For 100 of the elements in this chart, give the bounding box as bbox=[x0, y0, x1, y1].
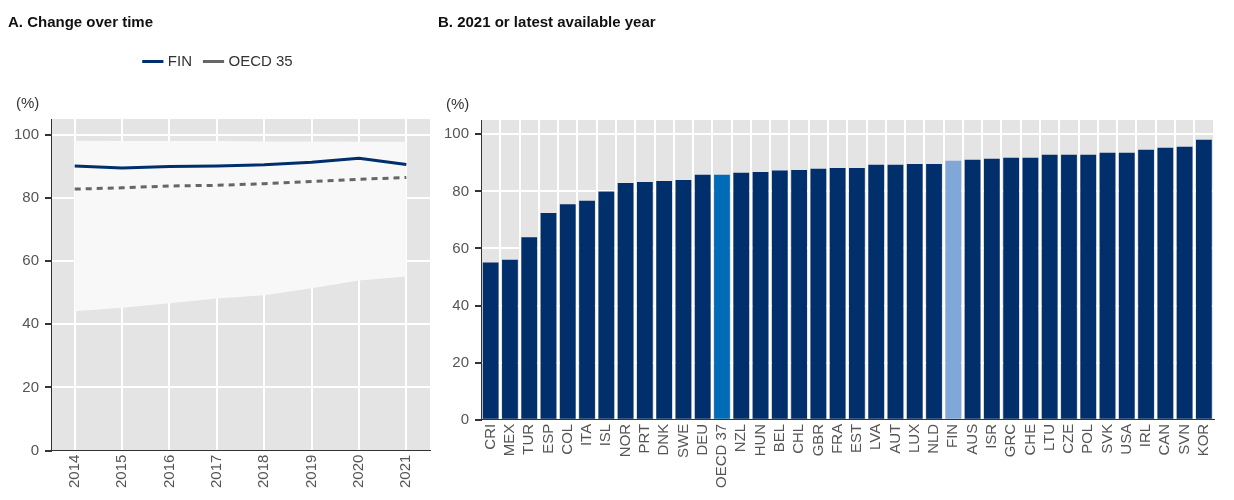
y-tick-label: 0 bbox=[30, 440, 40, 458]
x-tick-label: 2014 bbox=[64, 454, 82, 489]
x-tick-label: GBR bbox=[808, 423, 826, 457]
bar bbox=[1003, 157, 1020, 419]
bar bbox=[1118, 152, 1135, 419]
bar bbox=[1099, 152, 1116, 419]
y-tick-label: 40 bbox=[452, 295, 470, 313]
x-tick-label: USA bbox=[1116, 423, 1134, 455]
bar bbox=[617, 183, 634, 419]
bar bbox=[1022, 157, 1039, 419]
x-tick-label: FRA bbox=[827, 423, 845, 454]
bar bbox=[945, 160, 962, 419]
x-tick-label: KOR bbox=[1194, 423, 1212, 457]
chart-title: B. 2021 or latest available year bbox=[438, 13, 656, 31]
y-tick-label: 80 bbox=[452, 181, 470, 199]
x-tick-label: CRI bbox=[480, 423, 498, 450]
bar bbox=[559, 204, 576, 419]
x-tick-label: FIN bbox=[943, 423, 961, 448]
bar bbox=[694, 174, 711, 419]
chart-title: A. Change over time bbox=[8, 13, 154, 31]
x-tick-label: SVK bbox=[1097, 423, 1115, 454]
bar bbox=[983, 158, 1000, 419]
x-tick-label: CAN bbox=[1155, 423, 1173, 456]
bar bbox=[675, 179, 692, 419]
bar bbox=[733, 172, 750, 419]
x-tick-label: DNK bbox=[654, 423, 672, 456]
x-tick-label: GRC bbox=[1001, 423, 1019, 458]
bar bbox=[579, 200, 595, 419]
y-tick-label: 0 bbox=[460, 409, 470, 427]
bar bbox=[829, 167, 846, 419]
bar bbox=[964, 159, 981, 419]
y-axis-title: (%) bbox=[446, 94, 470, 112]
bar bbox=[540, 213, 557, 419]
y-tick-label: 60 bbox=[452, 238, 470, 256]
y-tick-label: 60 bbox=[22, 251, 40, 269]
bar bbox=[1195, 139, 1212, 419]
bar bbox=[502, 259, 518, 419]
x-tick-label: EST bbox=[847, 423, 865, 453]
x-tick-label: TUR bbox=[519, 423, 537, 455]
line-series bbox=[73, 175, 408, 191]
bar bbox=[521, 237, 538, 419]
bar bbox=[926, 163, 942, 419]
x-tick-label: AUS bbox=[962, 423, 980, 455]
x-tick-label: 2015 bbox=[112, 454, 130, 489]
x-tick-label: IRL bbox=[1136, 423, 1154, 448]
x-tick-label: LUX bbox=[904, 423, 922, 453]
bar bbox=[482, 262, 499, 419]
x-tick-label: SVN bbox=[1174, 423, 1192, 455]
bar bbox=[887, 164, 904, 419]
bar bbox=[868, 164, 885, 419]
bar bbox=[714, 174, 730, 419]
x-tick-label: HUN bbox=[750, 423, 768, 457]
legend-label: FIN bbox=[167, 51, 192, 69]
x-tick-label: 2021 bbox=[396, 454, 414, 489]
bar bbox=[906, 163, 923, 419]
x-tick-label: ISL bbox=[596, 423, 614, 447]
bar bbox=[791, 169, 807, 419]
y-tick-label: 80 bbox=[22, 188, 40, 206]
x-tick-label: 2019 bbox=[301, 454, 319, 489]
x-tick-label: 2018 bbox=[254, 454, 272, 489]
y-tick-label: 100 bbox=[14, 124, 40, 142]
x-tick-label: OECD 37 bbox=[712, 423, 730, 489]
x-tick-label: MEX bbox=[500, 423, 518, 457]
bar bbox=[656, 181, 673, 419]
x-tick-label: DEU bbox=[692, 423, 710, 456]
x-tick-label: 2016 bbox=[159, 454, 177, 489]
x-tick-label: 2017 bbox=[206, 454, 224, 489]
bar bbox=[1061, 154, 1077, 419]
x-tick-label: POL bbox=[1078, 423, 1096, 454]
x-tick-label: BEL bbox=[769, 423, 787, 453]
x-tick-label: CHL bbox=[789, 423, 807, 454]
x-tick-label: CHE bbox=[1020, 423, 1038, 456]
x-tick-label: ISR bbox=[981, 423, 999, 449]
bar bbox=[636, 181, 653, 419]
x-tick-label: PRT bbox=[635, 423, 653, 454]
y-tick-label: 20 bbox=[452, 352, 470, 370]
bar bbox=[1176, 146, 1193, 419]
y-axis-title: (%) bbox=[16, 93, 40, 111]
bar bbox=[810, 168, 827, 419]
x-tick-label: LTU bbox=[1039, 423, 1057, 452]
x-tick-label: ESP bbox=[538, 423, 556, 454]
y-tick-label: 20 bbox=[22, 377, 40, 395]
x-tick-label: ITA bbox=[577, 423, 595, 447]
x-tick-label: NZL bbox=[731, 423, 749, 453]
x-tick-label: 2020 bbox=[349, 454, 367, 489]
bar bbox=[1138, 149, 1154, 419]
legend-label: OECD 35 bbox=[228, 51, 293, 69]
bar bbox=[1041, 154, 1058, 419]
x-tick-label: AUT bbox=[885, 423, 903, 454]
bar bbox=[598, 191, 615, 419]
y-tick-label: 100 bbox=[444, 124, 470, 142]
bar bbox=[1080, 154, 1097, 419]
x-tick-label: LVA bbox=[866, 423, 884, 450]
bar bbox=[849, 167, 865, 419]
bar bbox=[752, 171, 769, 419]
x-tick-label: SWE bbox=[673, 423, 691, 458]
x-tick-label: NLD bbox=[924, 423, 942, 454]
x-tick-label: NOR bbox=[615, 423, 633, 458]
bar bbox=[1157, 147, 1174, 419]
bar bbox=[771, 170, 788, 419]
